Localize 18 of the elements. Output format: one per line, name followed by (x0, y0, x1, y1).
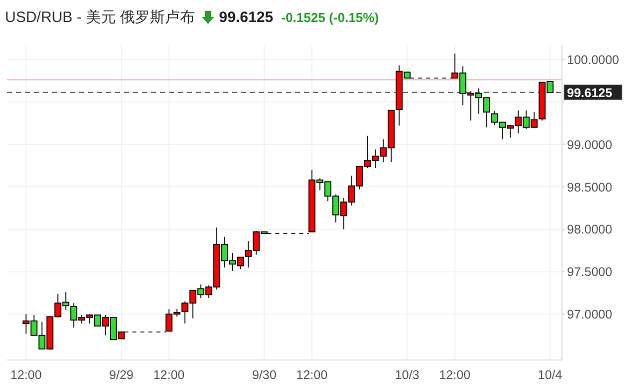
chart-title: USD/RUB - 美元 俄罗斯卢布 (5, 9, 196, 26)
x-tick-label: 10/3 (395, 368, 420, 382)
y-tick-label: 99.0000 (567, 138, 612, 152)
y-tick-label: 97.0000 (567, 308, 612, 322)
x-tick-label: 12:00 (10, 368, 42, 382)
text: -0.1525 (-0.15%) (281, 10, 379, 25)
x-tick-label: 9/29 (109, 368, 134, 382)
ref-line-label: 99.6125 (567, 86, 612, 100)
text: 99.6125 (219, 9, 274, 26)
x-tick-label: 9/30 (252, 368, 276, 382)
y-tick-label: 97.5000 (567, 265, 612, 280)
y-tick-label: 100.0000 (567, 52, 620, 67)
x-tick-label: 12:00 (153, 368, 185, 382)
y-tick-label: 98.5000 (567, 180, 612, 194)
x-tick-label: 12:00 (296, 368, 328, 382)
y-tick-label: 98.0000 (567, 222, 612, 237)
x-tick-label: 12:00 (439, 368, 470, 382)
x-tick-label: 10/4 (538, 368, 562, 382)
